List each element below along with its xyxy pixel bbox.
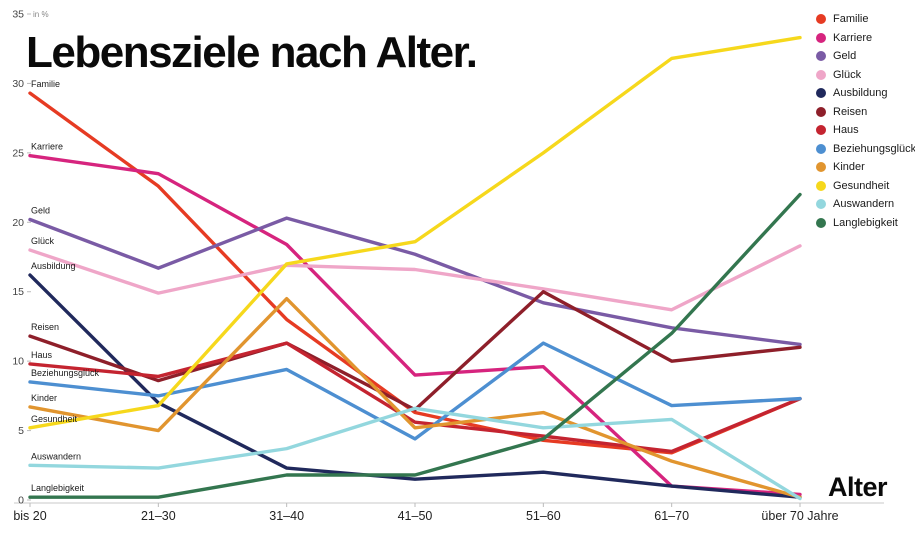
legend-label-gl-ck: Glück — [833, 68, 862, 81]
legend-color-dot-geld — [816, 51, 826, 62]
series-start-label-kinder: Kinder — [31, 393, 57, 403]
series-line-geld — [28, 216, 802, 347]
series-start-label-karriere: Karriere — [31, 142, 63, 152]
y-tick-label: 0 — [18, 495, 24, 507]
x-tick-label-21-30: 21–30 — [141, 509, 176, 523]
legend-label-geld: Geld — [833, 50, 857, 63]
series-line-gl-ck — [28, 244, 802, 312]
legend-color-dot-haus — [816, 125, 826, 136]
legend-label-auswandern: Auswandern — [833, 198, 895, 211]
series-start-label-familie: Familie — [31, 79, 60, 89]
legend-item-beziehungsgl-ck: Beziehungsglück — [816, 140, 915, 159]
series-line-beziehungsgl-ck — [28, 341, 802, 441]
y-tick-label: 10 — [12, 356, 24, 368]
legend-color-dot-karriere — [816, 32, 826, 43]
legend-label-beziehungsgl-ck: Beziehungsglück — [833, 142, 915, 155]
legend-item-gesundheit: Gesundheit — [816, 177, 915, 196]
series-start-label-reisen: Reisen — [31, 322, 59, 332]
series-line-karriere — [28, 153, 802, 497]
y-tick-label: 25 — [12, 147, 24, 159]
series-start-label-auswandern: Auswandern — [31, 451, 81, 461]
legend-item-haus: Haus — [816, 121, 915, 140]
legend-color-dot-gesundheit — [816, 180, 826, 191]
legend-item-reisen: Reisen — [816, 103, 915, 122]
series-start-label-beziehungsgl-ck: Beziehungsglück — [31, 368, 100, 378]
legend-color-dot-gl-ck — [816, 69, 826, 80]
x-tick-label-31-40: 31–40 — [269, 509, 304, 523]
legend-color-dot-langlebigkeit — [816, 217, 826, 228]
x-tick-label--ber-70-jahre: über 70 Jahre — [761, 509, 838, 523]
series-line-familie — [28, 91, 802, 455]
legend-item-ausbildung: Ausbildung — [816, 84, 915, 103]
series-line-kinder — [28, 296, 802, 499]
legend-item-geld: Geld — [816, 47, 915, 66]
series-line-auswandern — [28, 406, 802, 501]
legend-label-familie: Familie — [833, 13, 869, 26]
legend-item-langlebigkeit: Langlebigkeit — [816, 214, 915, 233]
legend-item-kinder: Kinder — [816, 158, 915, 177]
legend-item-auswandern: Auswandern — [816, 195, 915, 214]
y-axis-unit-label: in % — [33, 10, 49, 19]
series-line-haus — [28, 341, 802, 454]
y-tick-label: 30 — [12, 78, 24, 90]
chart-legend: Familie Karriere Geld Glück Ausbildung Reisen… — [816, 10, 915, 232]
chart-title: Lebensziele nach Alter. — [26, 28, 478, 77]
legend-label-ausbildung: Ausbildung — [833, 87, 888, 100]
legend-color-dot-reisen — [816, 106, 826, 117]
legend-label-langlebigkeit: Langlebigkeit — [833, 216, 898, 229]
legend-color-dot-ausbildung — [816, 88, 826, 99]
legend-label-karriere: Karriere — [833, 31, 873, 44]
y-tick-label: 20 — [12, 217, 24, 229]
legend-item-karriere: Karriere — [816, 29, 915, 48]
x-tick-label-61-70: 61–70 — [654, 509, 689, 523]
legend-color-dot-familie — [816, 14, 826, 25]
legend-label-reisen: Reisen — [833, 105, 868, 118]
series-line-ausbildung — [28, 273, 802, 499]
legend-item-familie: Familie — [816, 10, 915, 29]
series-start-label-ausbildung: Ausbildung — [31, 261, 76, 271]
series-line-langlebigkeit — [28, 192, 802, 499]
x-axis-title: Alter — [827, 472, 888, 502]
series-start-label-haus: Haus — [31, 350, 53, 360]
x-tick-label-51-60: 51–60 — [526, 509, 561, 523]
legend-color-dot-beziehungsgl-ck — [816, 143, 826, 154]
series-start-label-gesundheit: Gesundheit — [31, 414, 78, 424]
legend-item-gl-ck: Glück — [816, 66, 915, 85]
x-tick-label-bis-20: bis 20 — [13, 509, 46, 523]
series-start-label-langlebigkeit: Langlebigkeit — [31, 483, 85, 493]
series-line-gesundheit — [28, 35, 802, 430]
series-start-label-geld: Geld — [31, 206, 50, 216]
legend-color-dot-auswandern — [816, 199, 826, 210]
legend-label-kinder: Kinder — [833, 161, 865, 174]
series-start-label-gl-ck: Glück — [31, 236, 55, 246]
y-tick-label: 5 — [18, 425, 24, 437]
y-tick-label: 35 — [12, 9, 24, 21]
x-tick-label-41-50: 41–50 — [398, 509, 433, 523]
y-tick-label: 15 — [12, 286, 24, 298]
legend-color-dot-kinder — [816, 162, 826, 173]
legend-label-haus: Haus — [833, 124, 859, 137]
legend-label-gesundheit: Gesundheit — [833, 179, 890, 192]
